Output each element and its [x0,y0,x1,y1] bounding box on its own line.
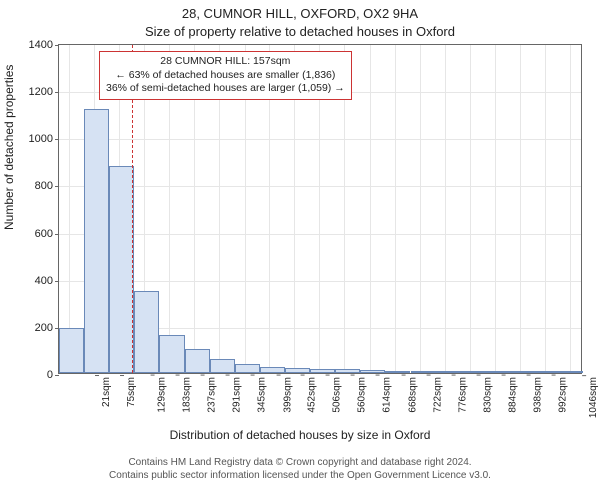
histogram-bar [536,371,561,373]
histogram-bar [310,369,335,373]
x-tick-label: 1046sqm [586,377,599,418]
footer-line2: Contains public sector information licen… [0,469,600,482]
gridline-vertical [395,45,396,373]
footer-text: Contains HM Land Registry data © Crown c… [0,456,600,482]
y-tick-label: 600 [35,228,59,240]
histogram-bar [235,364,260,373]
x-tick-label: 668sqm [405,377,418,413]
histogram-bar [185,349,210,373]
x-tick-label: 560sqm [355,377,368,413]
histogram-bar [335,369,360,373]
histogram-bar [59,328,84,373]
histogram-bar [461,371,486,373]
gridline-vertical [370,45,371,373]
y-axis-label-text: Number of detached properties [2,65,16,230]
y-tick-label: 200 [35,322,59,334]
y-axis-label: Number of detached properties [2,65,16,230]
gridline-vertical [570,45,571,373]
x-tick-label: 183sqm [180,377,193,413]
footer-line1: Contains HM Land Registry data © Crown c… [0,456,600,469]
histogram-bar [134,291,159,374]
gridline-vertical [69,45,70,373]
x-tick-label: 452sqm [305,377,318,413]
x-tick-label: 614sqm [380,377,393,413]
histogram-bar [511,371,536,373]
x-tick-label: 992sqm [556,377,569,413]
annotation-box: 28 CUMNOR HILL: 157sqm← 63% of detached … [99,51,352,100]
x-tick-label: 506sqm [330,377,343,413]
gridline-vertical [470,45,471,373]
y-tick-label: 1400 [29,39,59,51]
histogram-bar [385,371,410,373]
plot-area: 020040060080010001200140021sqm75sqm129sq… [58,44,582,374]
histogram-bar [486,371,511,373]
gridline-vertical [420,45,421,373]
gridline-vertical [445,45,446,373]
histogram-bar [561,371,583,373]
y-tick-label: 800 [35,180,59,192]
x-axis-label: Distribution of detached houses by size … [0,428,600,442]
x-tick-label: 830sqm [480,377,493,413]
annotation-line1: 28 CUMNOR HILL: 157sqm [106,55,345,69]
y-tick-label: 400 [35,275,59,287]
x-tick-label: 75sqm [124,377,137,407]
annotation-line3: 36% of semi-detached houses are larger (… [106,82,345,96]
chart-title-line1: 28, CUMNOR HILL, OXFORD, OX2 9HA [0,6,600,21]
x-tick-label: 237sqm [205,377,218,413]
y-tick-label: 1200 [29,86,59,98]
histogram-bar [260,367,285,373]
histogram-bar [411,371,436,373]
annotation-line2: ← 63% of detached houses are smaller (1,… [106,69,345,83]
gridline-vertical [495,45,496,373]
y-tick-label: 0 [47,369,59,381]
x-tick-label: 345sqm [255,377,268,413]
x-tick-label: 776sqm [455,377,468,413]
x-tick-label: 884sqm [506,377,519,413]
histogram-bar [436,371,461,373]
histogram-bar [285,368,310,373]
histogram-bar [84,109,109,373]
x-tick-label: 938sqm [531,377,544,413]
x-tick-label: 21sqm [99,377,112,407]
chart-container: 28, CUMNOR HILL, OXFORD, OX2 9HA Size of… [0,0,600,500]
histogram-bar [159,335,184,373]
x-tick-label: 722sqm [430,377,443,413]
y-tick-label: 1000 [29,133,59,145]
x-tick-label: 399sqm [280,377,293,413]
histogram-bar [109,166,134,373]
chart-title-line2: Size of property relative to detached ho… [0,24,600,39]
x-tick-label: 129sqm [155,377,168,413]
gridline-vertical [545,45,546,373]
x-tick-label: 291sqm [230,377,243,413]
gridline-vertical [520,45,521,373]
histogram-bar [360,370,385,373]
histogram-bar [210,359,235,373]
